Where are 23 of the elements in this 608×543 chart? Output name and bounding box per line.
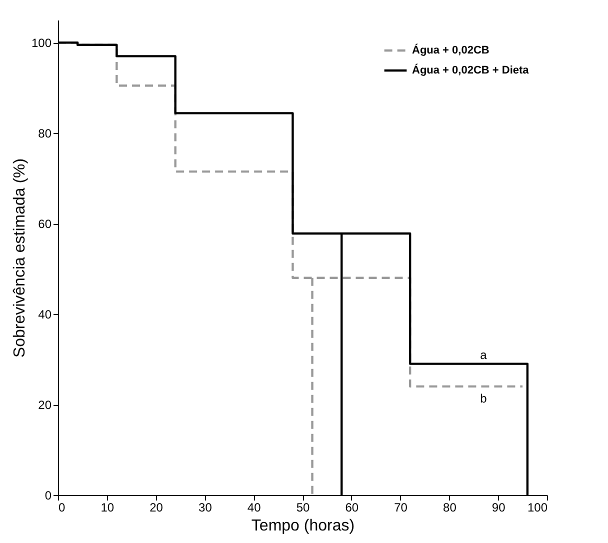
x-tick-label: 10 [100,500,114,514]
y-tick-label: 0 [44,488,52,502]
x-tick-label: 70 [394,500,408,514]
y-tick-label: 20 [38,398,52,412]
x-tick-label: 60 [345,500,359,514]
x-tick-label: 0 [58,500,66,514]
y-tick-label: 80 [38,126,52,141]
x-tick-label: 40 [247,500,262,514]
legend-label: Água + 0,02CB [412,44,490,56]
y-tick-label: 60 [38,217,52,232]
legend-label: Água + 0,02CB + Dieta [412,64,530,76]
annotation: b [480,391,488,406]
y-axis-title: Sobrevivência estimada (%) [11,158,28,358]
y-tick-label: 40 [38,308,52,322]
x-axis-title: Tempo (horas) [251,518,355,534]
y-tick-label: 100 [31,36,52,50]
x-tick-label: 20 [150,500,164,514]
x-tick-label: 90 [492,500,506,514]
x-tick-label: 50 [296,500,310,514]
x-tick-label: 30 [198,500,212,514]
annotation: a [480,348,488,362]
x-tick-label: 100 [527,500,548,514]
x-tick-label: 80 [443,500,457,514]
